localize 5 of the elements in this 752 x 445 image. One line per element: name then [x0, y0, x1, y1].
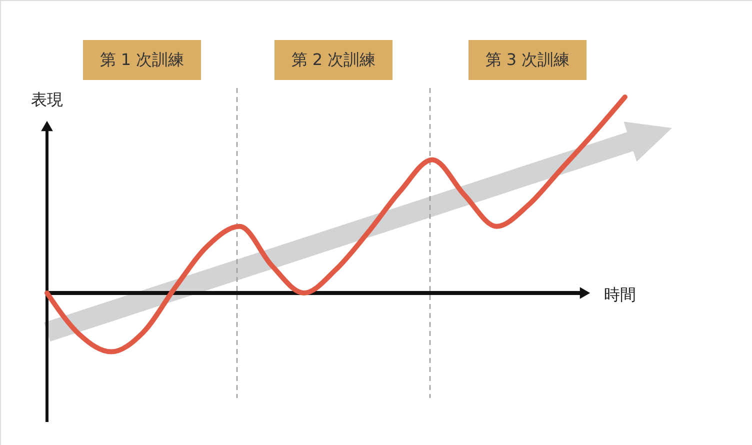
x-axis-title: 時間: [604, 285, 636, 304]
text: 第 1 次訓練: [100, 50, 184, 69]
text: 第 3 次訓練: [485, 50, 570, 69]
text: 第 2 次訓練: [291, 50, 376, 69]
y-axis-title: 表現: [31, 90, 63, 109]
